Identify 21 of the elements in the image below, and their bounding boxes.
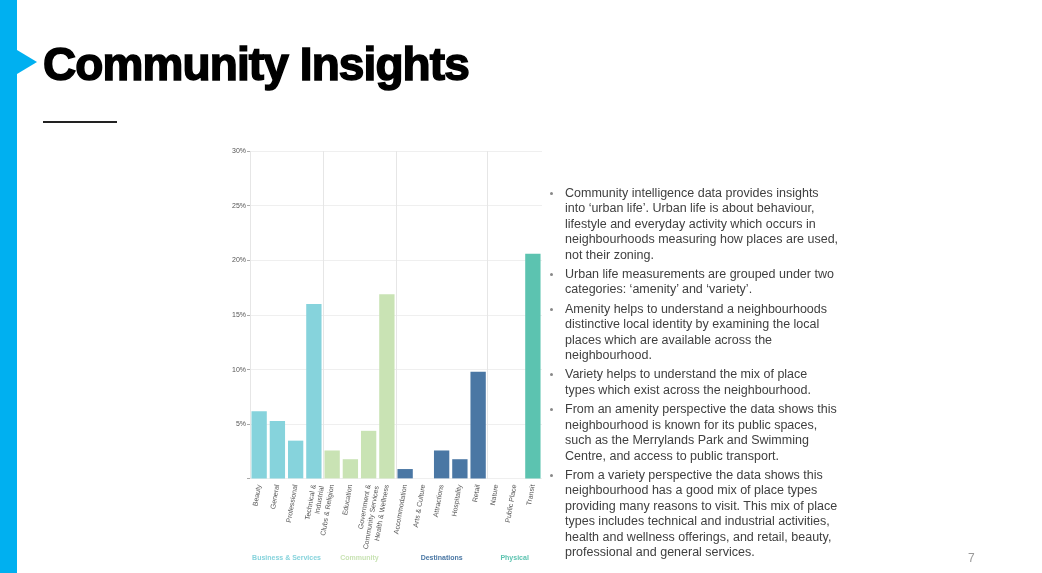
text: 7 bbox=[968, 551, 975, 565]
text: Amenity helps to understand a neighbourhoods distinctive local identity by examining the local places which are available across the neighbourhood. bbox=[565, 301, 827, 363]
bar bbox=[433, 450, 450, 479]
bar bbox=[397, 469, 413, 479]
bar bbox=[525, 253, 541, 479]
bar bbox=[251, 411, 267, 479]
text: From a variety perspective the data shows this neighbourhood has a good mix of place types providing many reasons to visit. This mix of place types includes technical and industrial activities, health and wellness offerings, and retail, beauty, professional and general services. bbox=[565, 467, 838, 559]
bar bbox=[324, 450, 340, 479]
text: Variety helps to understand the mix of place types which exist across the neighbourhood. bbox=[565, 367, 811, 397]
text: From an amenity perspective the data shows this neighbourhood is known for its public spaces, such as the Merrylands Park and Swimming Centre, and access to public transport. bbox=[565, 402, 837, 463]
bar bbox=[306, 304, 322, 479]
text: Urban life measurements are grouped under two categories: ‘amenity’ and ‘variety’. bbox=[565, 267, 834, 297]
text: Community intelligence data provides insights into ‘urban life’. Urban life is about behaviour, lifestyle and everyday activity which occurs in neighbourhoods measuring how places are used, not their zoning. bbox=[565, 186, 839, 262]
bar bbox=[269, 420, 286, 479]
bar bbox=[287, 440, 304, 479]
bar bbox=[360, 430, 377, 479]
bar bbox=[452, 459, 468, 479]
bar bbox=[342, 459, 359, 479]
bar bbox=[470, 371, 486, 479]
bar bbox=[379, 294, 395, 479]
chart-title: Community Insights bbox=[43, 38, 469, 90]
